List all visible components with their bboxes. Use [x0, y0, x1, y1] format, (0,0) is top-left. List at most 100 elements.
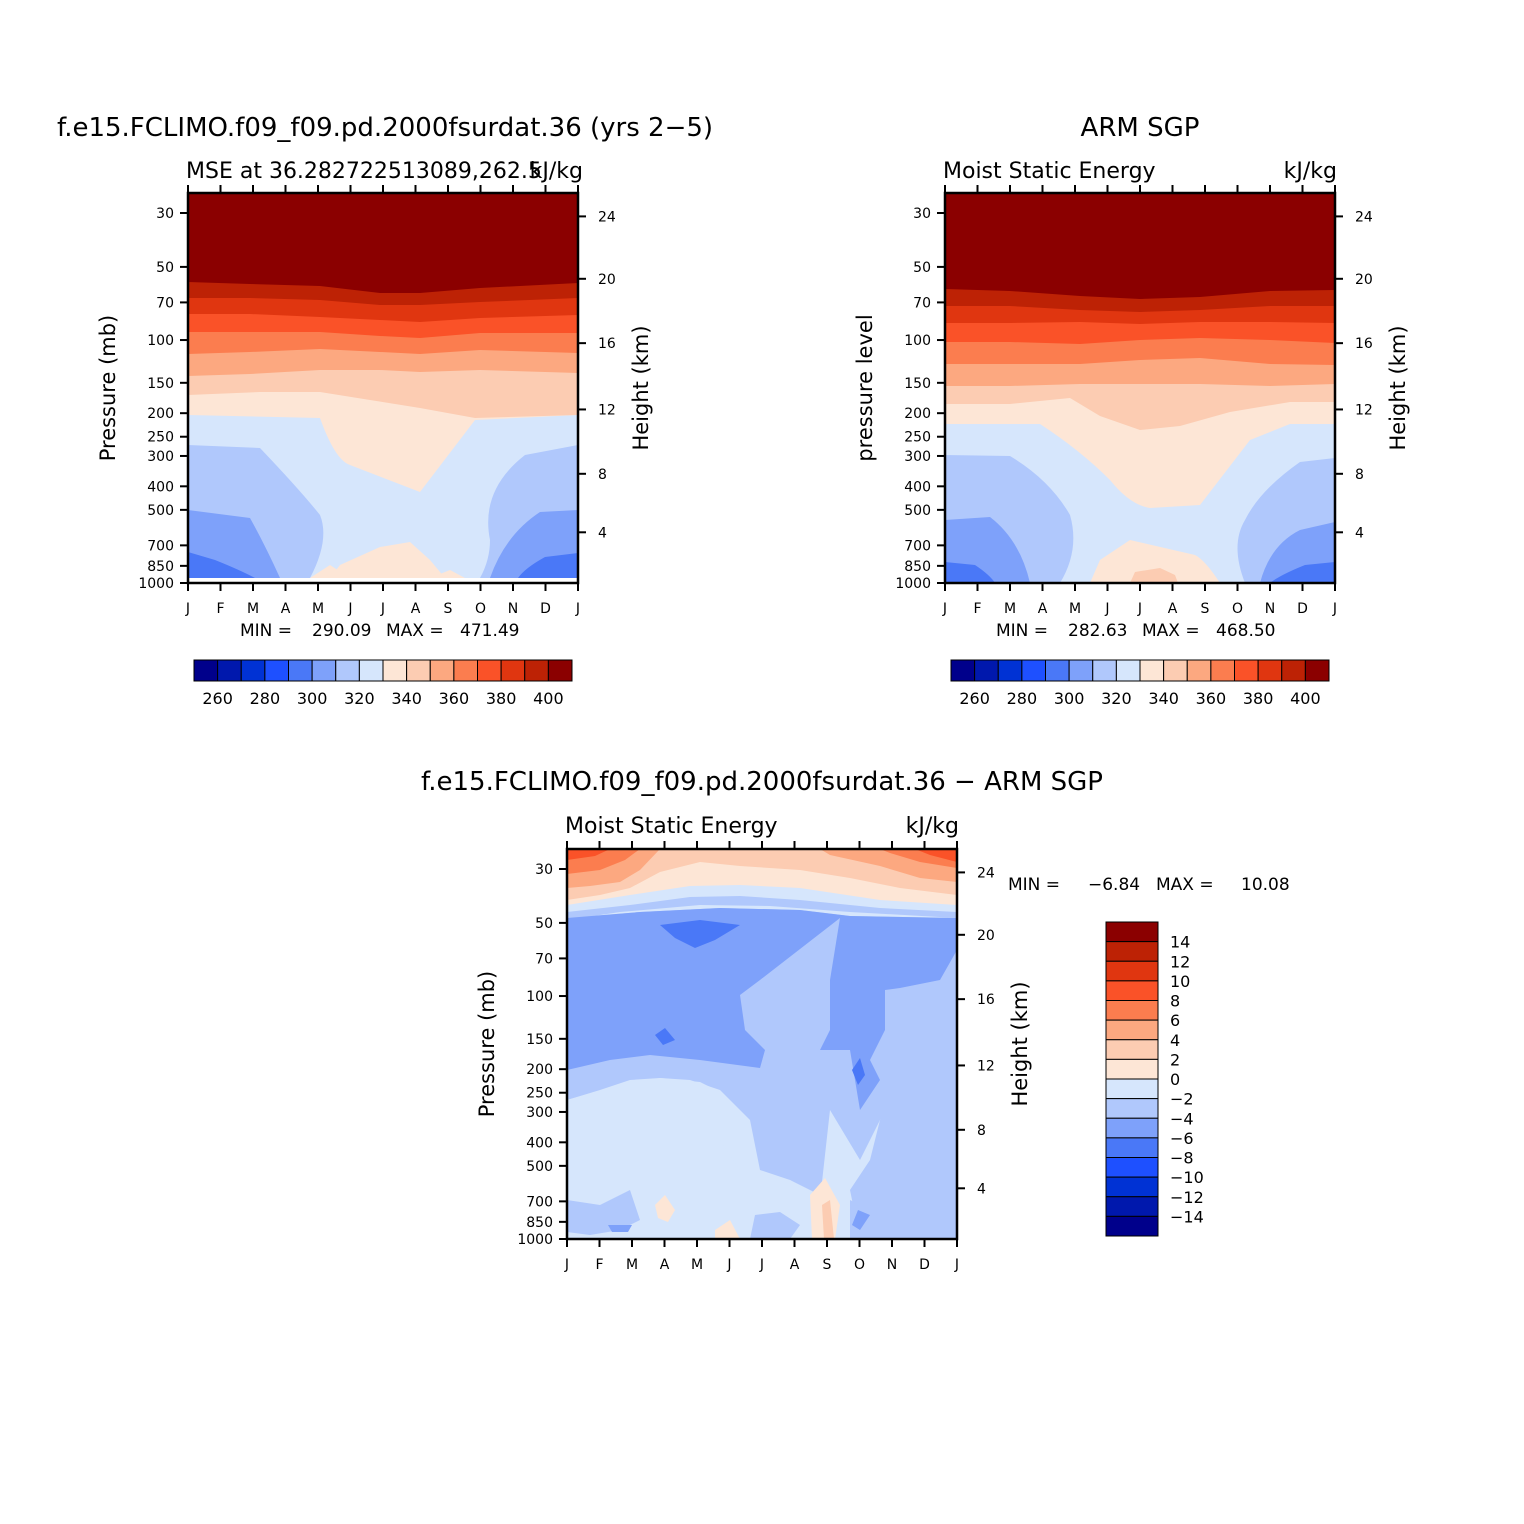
colorbar-swatch: [382, 659, 408, 682]
panel-diff: f.e15.FCLIMO.f09_f09.pd.2000fsurdat.36 −…: [421, 767, 1290, 1273]
panel-model-ylabel: Pressure (mb): [96, 315, 120, 462]
panel-obs-axes: J F M A M J J A S O N D J 30 50 70 100 150 200 250 300 400 500…: [895, 185, 1373, 617]
y-tick-label: 700: [526, 1194, 553, 1210]
colorbar-swatch: [1105, 1058, 1159, 1080]
x-tick-label: O: [1232, 601, 1243, 617]
colorbar-label: 340: [1148, 689, 1179, 708]
y-right-tick-label: 20: [1355, 272, 1373, 288]
colorbar-swatch: [311, 659, 337, 682]
colorbar-label: 8: [1170, 992, 1180, 1011]
panel-model-min-label: MIN =: [240, 621, 292, 641]
panel-obs-ylabel-right: Height (km): [1386, 325, 1410, 450]
colorbar-label: −10: [1170, 1168, 1204, 1187]
x-tick-label: J: [942, 601, 947, 617]
y-tick-label: 1000: [138, 576, 174, 592]
colorbar-label: 0: [1170, 1070, 1180, 1089]
y-tick-label: 70: [913, 295, 931, 311]
colorbar-swatch: [1105, 980, 1159, 1001]
x-tick-label: F: [973, 601, 981, 617]
panel-obs-title: ARM SGP: [1081, 113, 1200, 143]
panel-diff-max-label: MAX =: [1156, 875, 1214, 895]
x-tick-label: N: [887, 1257, 897, 1273]
panel-diff-title: f.e15.FCLIMO.f09_f09.pd.2000fsurdat.36 −…: [421, 767, 1103, 797]
colorbar-label: −14: [1170, 1207, 1204, 1226]
colorbar-swatch: [217, 659, 242, 682]
colorbar-swatch: [358, 659, 384, 682]
panel-obs-contours: [945, 193, 1335, 583]
contour-band-surface-gap: [188, 578, 578, 583]
x-tick-label: J: [564, 1257, 569, 1273]
colorbar-label: −2: [1170, 1090, 1194, 1109]
contour-band-4: [567, 849, 957, 900]
colorbar-swatch: [240, 659, 266, 682]
y-tick-label: 70: [535, 951, 553, 967]
colorbar-label: −8: [1170, 1149, 1194, 1168]
x-tick-label: J: [380, 601, 385, 617]
y-tick-label: 500: [147, 503, 174, 519]
panel-diff-axes: J F M A M J J A S O N D J 30 50 70 100 150 200 250 300 400 500…: [517, 841, 995, 1273]
colorbar-label: −12: [1170, 1188, 1204, 1207]
x-tick-label: J: [1332, 601, 1337, 617]
y-tick-label: 50: [156, 260, 174, 276]
x-tick-label: O: [854, 1257, 865, 1273]
panel-diff-contours: [567, 849, 957, 1239]
panel-diff-ylabel: Pressure (mb): [475, 971, 499, 1118]
colorbar-label: 360: [1196, 689, 1227, 708]
colorbar-swatch: [1105, 1019, 1159, 1041]
contour-band-minus8-left: [945, 562, 995, 583]
x-tick-label: N: [1265, 601, 1275, 617]
contour-band-minus2-strip: [567, 896, 957, 920]
panel-diff-minmax: MIN = −6.84 MAX = 10.08: [1008, 875, 1290, 895]
colorbar-swatch: [264, 659, 289, 682]
y-tick-label: 250: [904, 430, 931, 446]
contour-band-warm-lower: [330, 542, 445, 578]
y-right-tick-label: 12: [1355, 402, 1373, 418]
colorbar-label: 4: [1170, 1031, 1180, 1050]
colorbar-swatch: [1105, 1117, 1159, 1139]
x-tick-label: S: [444, 601, 453, 617]
contour-band-minus6-sfc: [852, 1210, 870, 1230]
x-tick-label: A: [1168, 601, 1178, 617]
colorbar-swatch: [429, 659, 455, 682]
x-tick-label: J: [954, 1257, 959, 1273]
y-right-tick-label: 8: [598, 467, 607, 483]
y-tick-label: 30: [156, 206, 174, 222]
colorbar-swatch: [1021, 659, 1046, 682]
panel-obs-colorbar: 260 280 300 320 340 360 380 400: [950, 659, 1330, 708]
y-tick-label: 500: [526, 1159, 553, 1175]
colorbar-swatch: [547, 659, 573, 682]
y-tick-label: 1000: [517, 1232, 553, 1248]
colorbar-label: 300: [1054, 689, 1085, 708]
colorbar-swatch: [1105, 1215, 1159, 1237]
colorbar-label: 340: [391, 689, 422, 708]
contour-band-warm-lower: [1130, 568, 1178, 583]
y-right-tick-label: 8: [1355, 467, 1364, 483]
contour-band-minus8-right: [518, 553, 578, 578]
colorbar-swatch: [1139, 659, 1165, 682]
x-tick-label: J: [726, 1257, 731, 1273]
y-tick-label: 700: [147, 538, 174, 554]
contour-band-minus4-lower-left: [567, 1190, 640, 1235]
x-tick-label: S: [1201, 601, 1210, 617]
contour-band-minus8-top: [660, 920, 740, 948]
colorbar-label: 6: [1170, 1011, 1180, 1030]
y-tick-label: 250: [147, 430, 174, 446]
contour-band-minus4-sfc-mid: [750, 1212, 800, 1239]
colorbar-swatch: [1105, 921, 1159, 943]
colorbar-label: 280: [250, 689, 281, 708]
colorbar-label: −6: [1170, 1129, 1194, 1148]
colorbar-swatch: [193, 659, 219, 682]
y-right-tick-label: 12: [977, 1058, 995, 1074]
y-tick-label: 100: [904, 333, 931, 349]
colorbar-label: 260: [959, 689, 990, 708]
panel-obs-min-value: 282.63: [1068, 621, 1127, 641]
colorbar-swatch: [997, 659, 1023, 682]
panel-obs-max-value: 468.50: [1216, 621, 1275, 641]
y-tick-label: 30: [913, 206, 931, 222]
y-tick-label: 150: [904, 376, 931, 392]
y-tick-label: 100: [147, 333, 174, 349]
panel-model-max-label: MAX =: [386, 621, 444, 641]
x-tick-label: D: [1297, 601, 1308, 617]
y-right-tick-label: 4: [1355, 525, 1364, 541]
